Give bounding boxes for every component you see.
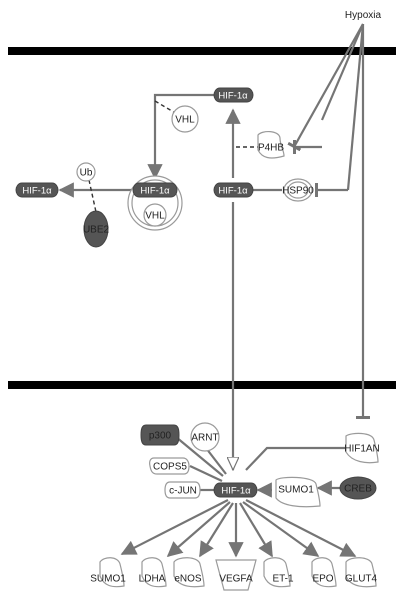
ube2-label: UBE2 bbox=[83, 225, 110, 236]
target-vegfa[interactable]: VEGFA bbox=[215, 559, 257, 591]
edge-p300-to-hif bbox=[175, 436, 224, 477]
hsp90-node[interactable]: HSP90 bbox=[282, 178, 314, 202]
hif-top-node[interactable]: HIF-1α bbox=[213, 87, 254, 103]
hif-degraded-node[interactable]: HIF-1α bbox=[15, 182, 59, 198]
target-et1[interactable]: ET-1 bbox=[263, 557, 294, 588]
edge-hif-to-et1 bbox=[239, 502, 273, 558]
ube2-node[interactable]: UBE2 bbox=[83, 210, 110, 248]
sumo1-regulator-node[interactable]: SUMO1 bbox=[275, 476, 321, 508]
edge-hif-to-epo bbox=[242, 501, 320, 557]
hsp90-label: HSP90 bbox=[282, 186, 314, 197]
hif-vhl-complex[interactable]: HIF-1α VHL bbox=[127, 175, 183, 231]
complex-hif-label: HIF-1α bbox=[140, 186, 170, 197]
cops5-node[interactable]: COPS5 bbox=[149, 457, 190, 475]
hypoxia-label: Hypoxia bbox=[345, 10, 382, 21]
edge-cops5-to-hif bbox=[189, 465, 223, 482]
hif-nuclear-node[interactable]: HIF-1α bbox=[213, 482, 258, 498]
cops5-label: COPS5 bbox=[153, 462, 187, 473]
edge-hif-to-enos bbox=[199, 502, 234, 558]
dash-ub-ube2 bbox=[88, 179, 97, 213]
complex-vhl-label: VHL bbox=[145, 211, 165, 222]
target-glut4[interactable]: GLUT4 bbox=[345, 557, 378, 588]
dash-vhl-hif-top bbox=[154, 100, 178, 115]
cjun-node[interactable]: c-JUN bbox=[164, 481, 201, 499]
cjun-label: c-JUN bbox=[169, 486, 197, 497]
edge-hif1an-to-hif bbox=[245, 446, 345, 471]
target-ldha-label: LDHA bbox=[139, 574, 166, 585]
ub-label: Ub bbox=[80, 168, 93, 179]
arnt-node[interactable]: ARNT bbox=[190, 422, 220, 452]
target-enos[interactable]: eNOS bbox=[173, 557, 205, 588]
p300-label: p300 bbox=[149, 431, 172, 442]
plasma-membrane bbox=[8, 47, 396, 55]
edge-hypoxia-p4hb bbox=[287, 23, 364, 152]
p4hb-label: P4HB bbox=[258, 143, 284, 154]
ub-node[interactable]: Ub bbox=[76, 162, 96, 182]
hif-nuclear-label: HIF-1α bbox=[221, 486, 251, 497]
hif-middle-node[interactable]: HIF-1α bbox=[213, 182, 254, 198]
target-ldha[interactable]: LDHA bbox=[139, 557, 167, 588]
target-et1-label: ET-1 bbox=[272, 574, 294, 585]
target-epo[interactable]: EPO bbox=[311, 557, 337, 588]
edge-hypoxia-hsp90 bbox=[346, 23, 365, 191]
nuclear-membrane bbox=[8, 381, 396, 389]
target-epo-label: EPO bbox=[312, 574, 333, 585]
edge-hif-top-to-complex bbox=[147, 93, 217, 180]
target-sumo1-label: SUMO1 bbox=[90, 574, 126, 585]
edge-hypoxia-hif-top bbox=[320, 23, 365, 121]
edge-hif-to-ldha bbox=[166, 501, 231, 558]
creb-node[interactable]: CREB bbox=[339, 476, 377, 500]
target-enos-label: eNOS bbox=[174, 574, 202, 585]
p4hb-node[interactable]: P4HB bbox=[257, 131, 285, 159]
hif1an-node[interactable]: HIF1AN bbox=[344, 432, 380, 464]
hif1an-label: HIF1AN bbox=[344, 444, 380, 455]
edge-arnt-to-hif bbox=[205, 447, 227, 475]
creb-label: CREB bbox=[344, 484, 372, 495]
hif-middle-label: HIF-1α bbox=[218, 186, 248, 197]
arnt-label: ARNT bbox=[191, 433, 218, 444]
sumo1-regulator-label: SUMO1 bbox=[278, 485, 314, 496]
edges bbox=[58, 23, 370, 558]
target-vegfa-label: VEGFA bbox=[219, 574, 253, 585]
target-sumo1[interactable]: SUMO1 bbox=[90, 557, 126, 588]
hif-top-label: HIF-1α bbox=[218, 91, 248, 102]
edge-hif-to-sumo1 bbox=[120, 499, 229, 555]
vhl-free-label: VHL bbox=[175, 115, 195, 126]
hif-degraded-label: HIF-1α bbox=[22, 186, 52, 197]
vhl-free-node[interactable]: VHL bbox=[171, 105, 199, 133]
p300-node[interactable]: p300 bbox=[140, 424, 180, 446]
edge-hif-to-glut4 bbox=[245, 499, 357, 557]
target-glut4-label: GLUT4 bbox=[345, 574, 378, 585]
